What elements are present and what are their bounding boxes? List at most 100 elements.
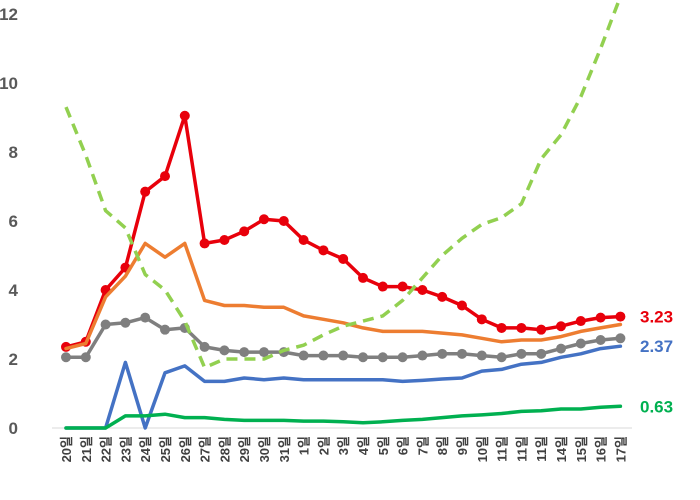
x-tick-label: 25일 [158, 436, 173, 462]
data-point [239, 347, 250, 358]
x-tick-label: 11일 [495, 436, 510, 462]
x-tick-label: 3일 [336, 436, 351, 455]
data-point [377, 281, 388, 292]
data-point [298, 350, 309, 361]
data-point [298, 234, 309, 245]
data-point [595, 335, 606, 346]
y-tick-label: 2 [9, 350, 18, 369]
series-line [64, 241, 623, 351]
data-point [457, 348, 467, 359]
labels-layer: 3.23 2.37 0.63 [640, 308, 673, 417]
x-tick-label: 30일 [257, 436, 272, 462]
x-tick-label: 15일 [574, 436, 589, 462]
data-point [278, 216, 289, 226]
data-point [536, 324, 547, 335]
data-point [476, 350, 487, 361]
x-tick-label: 22일 [99, 436, 114, 462]
y-tick-label: 12 [0, 5, 18, 24]
series-line [64, 404, 623, 430]
series-line [64, 344, 623, 430]
end-value-label: 2.37 [640, 337, 673, 356]
x-tick-label: 8일 [435, 436, 450, 455]
data-point [595, 312, 606, 323]
y-tick-label: 0 [9, 419, 18, 438]
data-point [575, 316, 586, 327]
data-point [437, 291, 448, 302]
data-point [80, 352, 91, 363]
x-tick-label: 28일 [217, 436, 232, 462]
data-point [556, 343, 566, 354]
data-point [338, 253, 349, 264]
x-tick-label: 10일 [475, 436, 490, 462]
x-tick-label: 9일 [455, 436, 470, 455]
end-value-label: 0.63 [640, 397, 673, 416]
x-tick-label: 14일 [554, 436, 569, 462]
data-point [397, 281, 408, 292]
data-point [457, 300, 467, 311]
y-tick-label: 10 [0, 74, 18, 93]
x-tick-label: 27일 [198, 436, 213, 462]
data-point [417, 350, 428, 361]
x-tick-label: 2일 [316, 436, 331, 455]
data-point [160, 324, 170, 335]
data-point [259, 347, 269, 358]
x-tick-label: 21일 [79, 436, 94, 462]
x-tick-label: 23일 [118, 436, 133, 462]
data-point [140, 312, 151, 323]
data-point [476, 314, 487, 325]
data-point [377, 352, 388, 363]
data-point [437, 348, 448, 359]
data-point [338, 350, 349, 361]
data-point [496, 352, 507, 363]
x-tick-label: 24일 [138, 436, 153, 462]
x-tick-label: 31일 [277, 436, 292, 462]
data-point [575, 338, 586, 349]
data-point [417, 285, 428, 295]
data-point [318, 245, 329, 256]
x-tick-label: 5일 [376, 436, 391, 455]
data-point [615, 311, 626, 322]
data-point [239, 226, 250, 237]
data-point [516, 322, 527, 333]
data-point [556, 321, 566, 332]
data-point [397, 352, 408, 363]
series-line [64, 0, 622, 370]
y-tick-label: 8 [9, 143, 18, 162]
data-point [179, 110, 190, 121]
data-point [496, 322, 507, 333]
data-point [259, 214, 269, 225]
x-tick-label: 29일 [237, 436, 252, 462]
data-point [536, 348, 547, 359]
end-value-label: 3.23 [640, 308, 673, 327]
data-point [100, 319, 111, 330]
y-tick-label: 4 [9, 281, 19, 300]
series-line [64, 114, 623, 349]
data-point [199, 238, 210, 249]
data-point [140, 186, 151, 197]
x-tick-label: 4일 [356, 436, 371, 455]
x-tick-label: 16일 [594, 436, 609, 462]
data-point [358, 352, 368, 363]
x-tick-label: 17일 [613, 436, 628, 462]
data-point [160, 171, 170, 182]
x-tick-label: 7일 [415, 436, 430, 455]
data-point [61, 352, 71, 363]
x-tick-label: 26일 [178, 436, 193, 462]
data-point [219, 234, 230, 245]
series-layer [61, 0, 626, 430]
data-point [318, 350, 329, 361]
data-point [615, 333, 626, 344]
axes-layer: 0 2 4 6 8 10 12 20일 21일 22일 23일 24일 25일 26일 27일 28일 29일 3… [0, 5, 632, 462]
x-tick-label: 20일 [59, 436, 74, 462]
data-point [358, 272, 368, 283]
x-tick-label: 11일 [534, 436, 549, 462]
data-point [516, 348, 527, 359]
x-tick-label: 11일 [514, 436, 529, 462]
y-tick-label: 6 [9, 212, 18, 231]
x-tick-label: 1일 [297, 436, 312, 455]
data-point [120, 317, 131, 328]
data-point [219, 345, 230, 356]
data-point [199, 341, 210, 352]
